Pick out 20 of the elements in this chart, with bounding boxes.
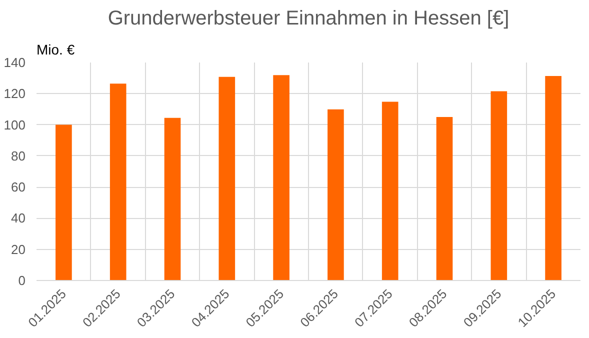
y-tick-label: 120 [4, 86, 26, 102]
bar [273, 75, 290, 280]
chart-title: Grunderwerbsteuer Einnahmen in Hessen [€] [108, 8, 510, 30]
bar [164, 118, 181, 280]
y-tick-label: 100 [4, 117, 26, 132]
bar [490, 91, 508, 280]
y-tick-label: 0 [18, 273, 26, 288]
y-tick-label: 40 [11, 210, 26, 226]
y-tick-label: 20 [11, 242, 26, 257]
bar [56, 124, 72, 280]
y-tick-label: 80 [11, 148, 26, 164]
y-axis-title: Mio. € [36, 42, 75, 58]
bar [218, 76, 236, 280]
bar [328, 109, 344, 280]
bar [110, 84, 126, 280]
y-tick-label: 60 [11, 180, 26, 195]
bar [382, 102, 398, 280]
bar [545, 76, 562, 280]
y-tick-label: 140 [4, 55, 26, 70]
bar [436, 117, 453, 280]
